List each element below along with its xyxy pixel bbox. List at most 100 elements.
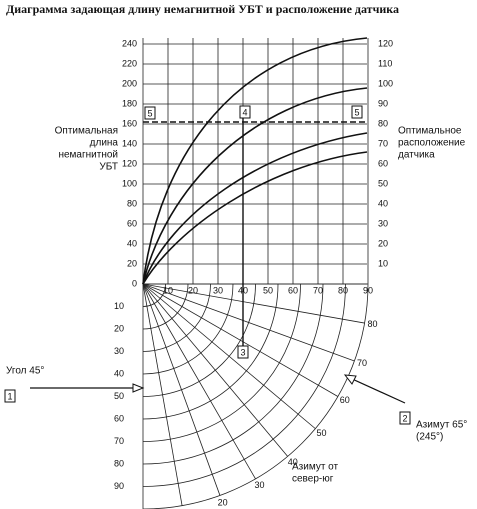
left-tick-label: 20 xyxy=(127,258,137,268)
arc xyxy=(142,283,256,397)
x-tick-label: 80 xyxy=(338,285,348,295)
curve xyxy=(142,87,368,285)
arc xyxy=(142,283,234,375)
curve xyxy=(142,132,368,285)
marker-box xyxy=(237,345,249,359)
radial-tick-label: 10 xyxy=(114,301,124,311)
radial-tick-label: 40 xyxy=(114,368,124,378)
x-tick-label: 40 xyxy=(238,285,248,295)
marker-box xyxy=(239,105,251,119)
x-tick-label: 70 xyxy=(313,285,323,295)
left-tick-label: 240 xyxy=(122,38,137,48)
axis-label: Оптимальная xyxy=(55,126,118,137)
axis-label: север-юг xyxy=(292,474,334,485)
angle-tick-label: 10 xyxy=(178,508,188,509)
arc xyxy=(142,283,166,307)
left-tick-label: 100 xyxy=(122,178,137,188)
x-tick-label: 30 xyxy=(213,285,223,295)
radial-tick-label: 80 xyxy=(114,458,124,468)
arrowhead xyxy=(343,374,357,385)
grid xyxy=(142,38,369,509)
angle-tick-label: 80 xyxy=(367,319,377,329)
radial-line xyxy=(142,283,355,362)
radial-tick-label: 90 xyxy=(114,481,124,491)
marker-box xyxy=(399,411,411,425)
radial-tick-label: 50 xyxy=(114,391,124,401)
radial-line xyxy=(142,283,288,457)
right-tick-label: 120 xyxy=(378,38,393,48)
left-tick-label: 120 xyxy=(122,158,137,168)
marker-label: 5 xyxy=(354,107,359,117)
angle-tick-label: 60 xyxy=(340,395,350,405)
angle-tick-label: 20 xyxy=(218,497,228,507)
marker-box xyxy=(144,106,156,120)
left-tick-label: 80 xyxy=(127,198,137,208)
arc xyxy=(142,283,346,487)
axis-label: длина xyxy=(90,138,119,149)
radial-line xyxy=(142,283,365,324)
right-tick-label: 30 xyxy=(378,218,388,228)
right-tick-label: 100 xyxy=(378,78,393,88)
axis-label: Азимут от xyxy=(292,462,339,473)
right-tick-label: 110 xyxy=(378,58,392,68)
curve xyxy=(142,37,368,285)
left-tick-label: 60 xyxy=(127,218,137,228)
arc xyxy=(142,283,279,420)
right-tick-label: 20 xyxy=(378,238,388,248)
curve xyxy=(142,151,368,285)
axis-label: Азимут 65° xyxy=(416,420,467,431)
marker-box xyxy=(4,389,16,403)
axis-label: Оптимальное xyxy=(398,126,462,137)
radial-tick-label: 70 xyxy=(114,436,124,446)
x-tick-label: 60 xyxy=(288,285,298,295)
axis-label: датчика xyxy=(398,150,435,161)
radial-tick-label: 30 xyxy=(114,346,124,356)
arc xyxy=(142,283,211,352)
radial-line xyxy=(142,283,256,480)
angle-tick-label: 40 xyxy=(288,457,298,467)
marker-box xyxy=(351,105,363,119)
arc xyxy=(142,283,369,509)
right-tick-label: 90 xyxy=(378,98,388,108)
radial-line xyxy=(142,283,316,429)
angle-tick-label: 50 xyxy=(316,428,326,438)
marker-label: 4 xyxy=(242,107,247,117)
arrowhead xyxy=(132,383,145,393)
right-tick-label: 80 xyxy=(378,118,388,128)
left-tick-label: 200 xyxy=(122,78,137,88)
left-tick-label: 160 xyxy=(122,118,137,128)
left-tick-label: 40 xyxy=(127,238,137,248)
radial-line xyxy=(142,283,339,397)
angle-tick-label: 70 xyxy=(357,358,367,368)
left-tick-label: 220 xyxy=(122,58,137,68)
axis-label: немагнитной xyxy=(58,150,118,161)
radial-line xyxy=(142,283,221,496)
marker-label: 2 xyxy=(402,413,407,423)
radial-line xyxy=(142,283,183,506)
title: Диаграмма задающая длину немагнитной УБТ… xyxy=(6,2,399,16)
right-tick-label: 70 xyxy=(378,138,388,148)
x-tick-label: 20 xyxy=(188,285,198,295)
right-tick-label: 60 xyxy=(378,158,388,168)
right-tick-label: 50 xyxy=(378,178,388,188)
marker-label: 1 xyxy=(7,391,12,401)
angle-tick-label: 30 xyxy=(254,480,264,490)
axis-label: (245°) xyxy=(416,432,443,443)
axis-label: УБТ xyxy=(99,162,118,173)
arc xyxy=(142,283,324,465)
arrow xyxy=(349,377,406,404)
x-tick-label: 50 xyxy=(263,285,273,295)
marker-label: 3 xyxy=(240,347,245,357)
radial-tick-label: 20 xyxy=(114,323,124,333)
right-tick-label: 40 xyxy=(378,198,388,208)
arc xyxy=(142,283,301,442)
x-tick-label: 10 xyxy=(163,285,173,295)
annotation: Угол 45° xyxy=(6,366,44,377)
left-tick-label: 140 xyxy=(122,138,137,148)
axis-label: расположение xyxy=(398,138,466,149)
x-tick-label: 90 xyxy=(363,285,373,295)
left-tick-label: 180 xyxy=(122,98,137,108)
radial-tick-label: 60 xyxy=(114,413,124,423)
right-tick-label: 10 xyxy=(378,258,388,268)
